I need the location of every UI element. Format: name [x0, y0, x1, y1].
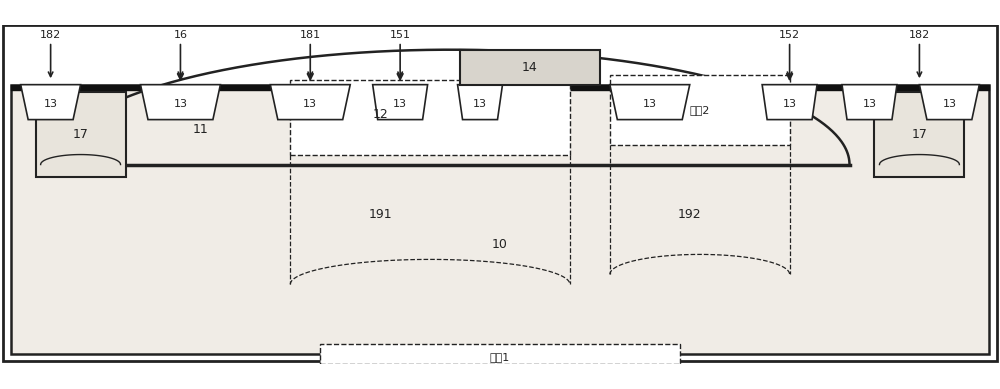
Text: 17: 17: [73, 128, 89, 140]
Text: 区域2: 区域2: [690, 105, 710, 115]
Polygon shape: [842, 85, 897, 119]
Polygon shape: [762, 85, 817, 119]
Text: 192: 192: [678, 208, 702, 221]
Bar: [36, 92, 126, 177]
Polygon shape: [21, 85, 81, 119]
Polygon shape: [270, 85, 350, 119]
Text: 13: 13: [473, 99, 487, 109]
Polygon shape: [919, 85, 979, 119]
Text: 182: 182: [40, 30, 61, 40]
Bar: [320, 344, 680, 364]
Text: 13: 13: [393, 99, 407, 109]
Bar: [610, 75, 790, 145]
Text: 13: 13: [643, 99, 657, 109]
Polygon shape: [458, 85, 502, 119]
Text: 17: 17: [911, 128, 927, 140]
Text: 区域1: 区域1: [490, 352, 510, 362]
Text: 13: 13: [862, 99, 876, 109]
Text: 13: 13: [303, 99, 317, 109]
Bar: [290, 80, 570, 154]
Text: 181: 181: [300, 30, 321, 40]
Text: 151: 151: [390, 30, 411, 40]
Text: 10: 10: [492, 238, 508, 251]
Bar: [11, 85, 989, 354]
Bar: [874, 92, 964, 177]
Text: 182: 182: [909, 30, 930, 40]
Polygon shape: [610, 85, 690, 119]
Text: 12: 12: [372, 108, 388, 121]
Bar: [460, 50, 600, 85]
Text: 152: 152: [779, 30, 800, 40]
Text: 13: 13: [942, 99, 956, 109]
Polygon shape: [140, 85, 220, 119]
Text: 11: 11: [193, 123, 208, 136]
Text: 16: 16: [173, 30, 187, 40]
Polygon shape: [373, 85, 428, 119]
Text: 13: 13: [173, 99, 187, 109]
Text: 191: 191: [368, 208, 392, 221]
Text: 14: 14: [522, 61, 538, 74]
Text: 13: 13: [783, 99, 797, 109]
Text: 13: 13: [44, 99, 58, 109]
